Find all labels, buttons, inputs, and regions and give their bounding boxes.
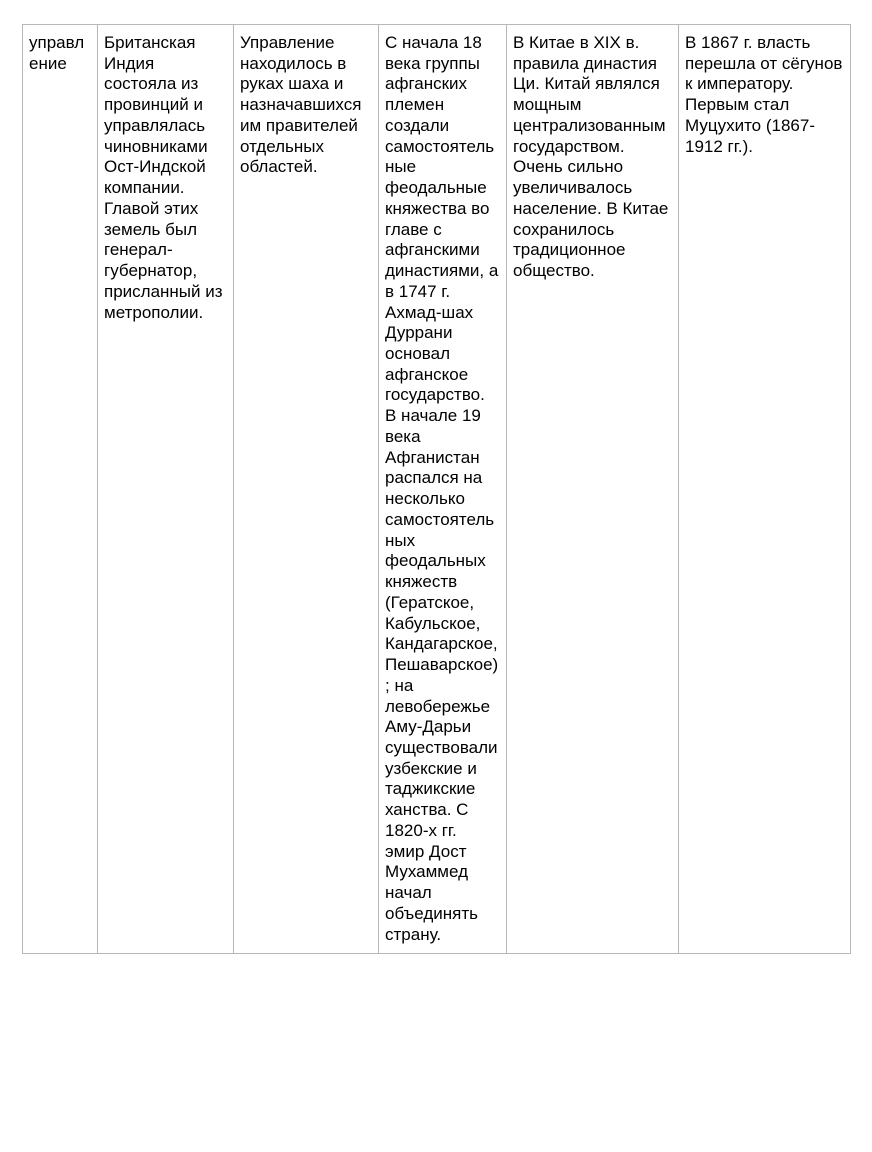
cell-japan: В 1867 г. власть перешла от сёгунов к им… (679, 25, 851, 954)
table-row: управление Британская Индия состояла из … (23, 25, 851, 954)
cell-india: Британская Индия состояла из провинций и… (98, 25, 234, 954)
governance-table: управление Британская Индия состояла из … (22, 24, 851, 954)
row-label-cell: управление (23, 25, 98, 954)
cell-afghanistan: С начала 18 века группы афганских племен… (379, 25, 507, 954)
cell-persia: Управление находилось в руках шаха и наз… (234, 25, 379, 954)
cell-china: В Китае в XIX в. правила династия Ци. Ки… (507, 25, 679, 954)
